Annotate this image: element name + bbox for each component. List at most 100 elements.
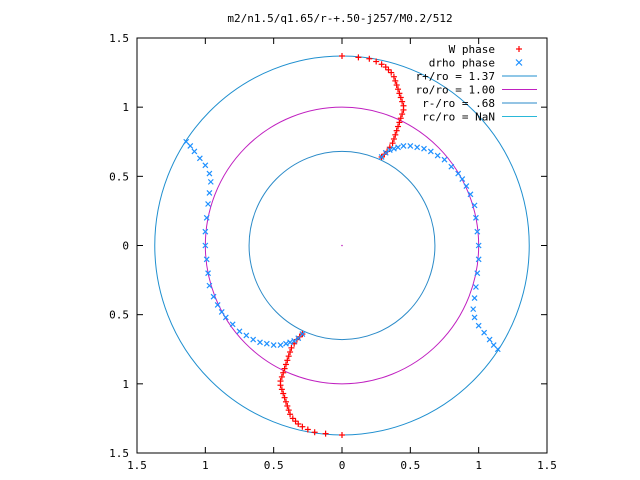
drho-phase-point: [295, 335, 302, 342]
drho-phase-point: [214, 302, 221, 308]
w-phase-point: [292, 418, 299, 425]
drho-phase-point: [441, 156, 448, 163]
drho-phase-point: [382, 149, 389, 156]
x-tick-label: 0.5: [264, 459, 284, 472]
w-phase-point: [392, 77, 399, 84]
drho-phase-point: [283, 340, 289, 347]
legend-label: drho phase: [429, 57, 495, 70]
drho-phase-point: [206, 282, 213, 289]
w-phase-point: [281, 365, 288, 372]
w-phase-point: [280, 390, 287, 397]
x-tick-label: 1.5: [537, 459, 557, 472]
y-tick-label: 1: [122, 378, 129, 391]
y-tick-label: 0: [122, 240, 129, 253]
x-tick-label: 1: [202, 459, 209, 472]
legend-label: r-/ro = .68: [422, 97, 495, 110]
drho-phase-point: [205, 201, 211, 207]
x-tick-label: 1: [475, 459, 482, 472]
drho-phase-point: [250, 336, 257, 343]
w-phase-point: [284, 357, 291, 364]
drho-phase-point: [474, 228, 481, 235]
drho-phase-point: [467, 191, 474, 198]
drho-phase-point: [459, 176, 466, 183]
axis-ticks: 1.5 1 0.5 0 0.5 1 1.51.510.500.511.5: [109, 32, 557, 472]
origin-dot: [341, 244, 343, 247]
drho-phase-point: [191, 148, 198, 155]
w-phase-point: [393, 82, 400, 89]
w-phase-point: [282, 398, 289, 405]
drho-phase-point: [202, 242, 209, 249]
y-tick-label: 0.5: [109, 170, 129, 183]
drho-phase-point: [203, 214, 210, 221]
w-phase-point: [304, 426, 311, 433]
y-tick-label: 1: [122, 101, 129, 114]
w-phase-point: [322, 430, 329, 437]
w-phase-point: [311, 429, 318, 436]
w-phase-point: [399, 98, 406, 105]
drho-phase-point: [455, 170, 462, 177]
drho-phase-point: [270, 342, 277, 349]
drho-phase-point: [486, 336, 493, 343]
w-phase-point: [389, 140, 396, 147]
drho-phase-point: [448, 163, 455, 170]
drho-phase-point: [196, 155, 203, 162]
legend-marker: [515, 59, 523, 66]
w-phase-point: [366, 55, 373, 62]
drho-phase-point: [434, 152, 441, 159]
drho-phase-point: [206, 190, 213, 196]
w-phase-point: [280, 369, 287, 376]
w-phase-point: [299, 423, 306, 430]
y-tick-label: 0.5: [109, 309, 129, 322]
w-phase-point: [390, 73, 397, 80]
drho-phase-point: [236, 328, 243, 335]
drho-phase-point: [207, 178, 214, 185]
w-phase-point: [339, 432, 345, 439]
drho-phase-point: [471, 202, 478, 209]
drho-phase-point: [183, 138, 190, 145]
w-phase-point: [339, 52, 345, 59]
drho-phase-point: [386, 147, 393, 153]
w-phase-point: [281, 394, 288, 401]
drho-phase-point: [407, 142, 414, 149]
chart-title: m2/n1.5/q1.65/r-+.50-j257/M0.2/512: [227, 12, 452, 25]
w-phase-point: [285, 353, 292, 360]
circle-3: [248, 150, 436, 341]
drho-phase-point: [395, 144, 401, 151]
drho-phase-point: [475, 242, 482, 249]
legend-label: r+/ro = 1.37: [416, 70, 495, 83]
drho-phase-point: [206, 170, 213, 177]
drho-phase-point: [218, 308, 225, 315]
y-tick-label: 1.5: [109, 447, 129, 460]
drho-phase-point: [391, 145, 397, 152]
w-phase-point: [285, 407, 292, 414]
w-phase-point: [395, 123, 402, 130]
drho-phase-point: [202, 228, 209, 235]
drho-phase-point: [474, 270, 481, 277]
legend-label: ro/ro = 1.00: [416, 84, 495, 97]
drho-phase-point: [203, 256, 210, 263]
x-tick-label: 1.5: [127, 459, 147, 472]
w-phase-point: [295, 420, 302, 427]
x-tick-label: 0.5: [400, 459, 420, 472]
w-phase-point: [392, 131, 399, 138]
w-phase-point: [397, 115, 404, 122]
w-phase-point: [396, 119, 403, 126]
w-phase-point: [284, 402, 291, 409]
drho-phase-point: [222, 314, 229, 321]
drho-phase-point: [243, 332, 250, 339]
drho-phase-point: [494, 346, 501, 353]
legend-label: W phase: [449, 43, 495, 56]
data-marks: [183, 52, 501, 439]
drho-phase-point: [257, 339, 263, 346]
w-phase-point: [289, 415, 296, 422]
w-phase-point: [287, 411, 294, 418]
w-phase-point: [277, 378, 284, 385]
w-phase-point: [400, 106, 407, 113]
w-phase-point: [382, 64, 389, 71]
w-phase-point: [396, 90, 403, 97]
drho-phase-point: [475, 256, 482, 263]
drho-phase-point: [229, 321, 236, 328]
w-phase-point: [399, 111, 406, 118]
drho-phase-point: [414, 144, 421, 151]
